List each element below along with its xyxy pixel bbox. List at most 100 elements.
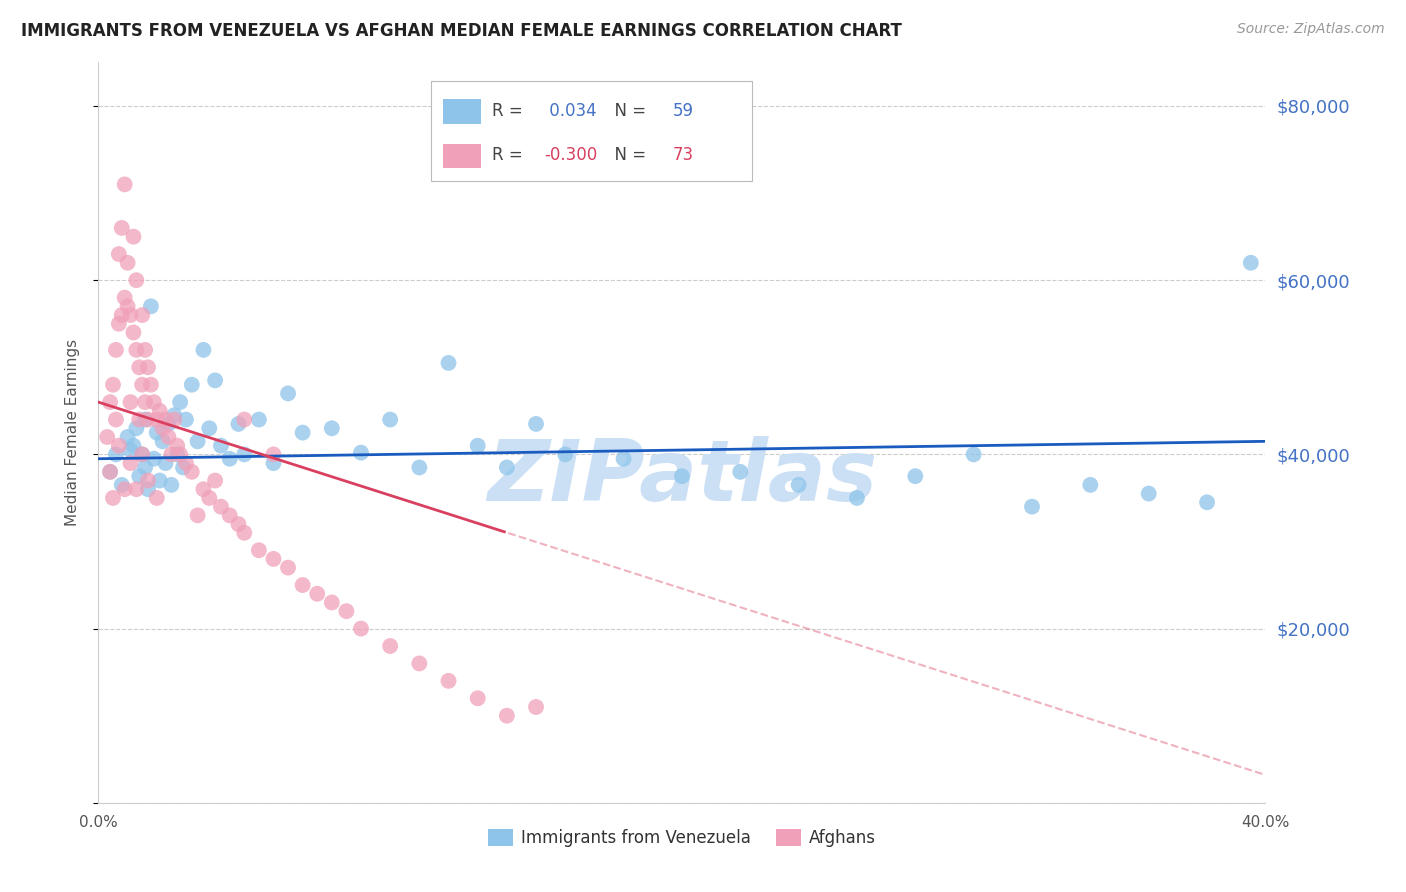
Point [467,439,489,453]
Point [524,417,547,431]
Point [114,178,136,192]
Point [233,525,256,540]
Point [96,430,118,444]
Point [125,482,148,496]
Point [262,552,284,566]
Point [146,412,169,426]
Point [134,395,156,409]
Point [142,395,165,409]
Point [149,474,172,488]
Point [204,373,226,387]
Point [380,412,402,426]
Point [496,460,519,475]
Point [104,343,127,357]
Point [104,447,127,461]
Point [125,421,148,435]
Point [114,482,136,496]
Point [136,482,159,496]
Point [904,469,927,483]
Point [187,508,209,523]
Point [187,434,209,449]
Point [131,447,153,461]
Point [122,229,145,244]
Point [262,456,284,470]
Point [277,560,299,574]
Point [524,700,547,714]
Point [467,691,489,706]
Point [120,443,142,458]
Point [233,447,256,461]
Point [198,421,221,435]
Point [136,412,159,426]
Point [172,460,194,475]
Point [496,708,519,723]
Point [163,412,186,426]
Point [125,273,148,287]
FancyBboxPatch shape [432,81,752,181]
Point [122,326,145,340]
Point [1080,478,1102,492]
Point [160,447,183,461]
Bar [443,100,481,124]
Point [166,439,188,453]
Point [787,478,810,492]
Point [111,308,134,322]
Point [846,491,869,505]
Point [262,447,284,461]
Point [1021,500,1043,514]
Y-axis label: Median Female Earnings: Median Female Earnings [65,339,80,526]
Point [131,377,153,392]
Point [157,417,180,431]
Point [101,491,124,505]
Text: 59: 59 [672,102,693,120]
Point [149,404,172,418]
Point [233,412,256,426]
Point [111,221,134,235]
Point [101,377,124,392]
Point [146,491,169,505]
Point [437,356,460,370]
Point [108,317,131,331]
Point [350,445,373,459]
Point [139,377,162,392]
Point [350,622,373,636]
Point [228,417,250,431]
Point [122,439,145,453]
Text: Source: ZipAtlas.com: Source: ZipAtlas.com [1237,22,1385,37]
Text: N =: N = [603,102,651,120]
Point [98,465,121,479]
Point [671,469,693,483]
Point [155,456,177,470]
Text: R =: R = [492,146,527,164]
Text: IMMIGRANTS FROM VENEZUELA VS AFGHAN MEDIAN FEMALE EARNINGS CORRELATION CHART: IMMIGRANTS FROM VENEZUELA VS AFGHAN MEDI… [21,22,903,40]
Point [321,595,343,609]
Point [962,447,984,461]
Point [163,408,186,422]
Point [169,395,191,409]
Point [209,500,232,514]
Point [335,604,357,618]
Point [380,639,402,653]
Point [111,478,134,492]
Point [120,456,142,470]
Point [247,412,270,426]
Point [120,308,142,322]
Point [131,447,153,461]
Point [134,460,156,475]
Point [98,465,121,479]
Point [1195,495,1218,509]
Point [321,421,343,435]
Text: -0.300: -0.300 [544,146,598,164]
Point [174,456,197,470]
Point [108,247,131,261]
Point [247,543,270,558]
Point [1240,256,1263,270]
Point [117,256,139,270]
Point [136,360,159,375]
Point [134,412,156,426]
Point [134,343,156,357]
Point [204,474,226,488]
Point [180,377,202,392]
Point [114,291,136,305]
Bar [443,144,481,169]
